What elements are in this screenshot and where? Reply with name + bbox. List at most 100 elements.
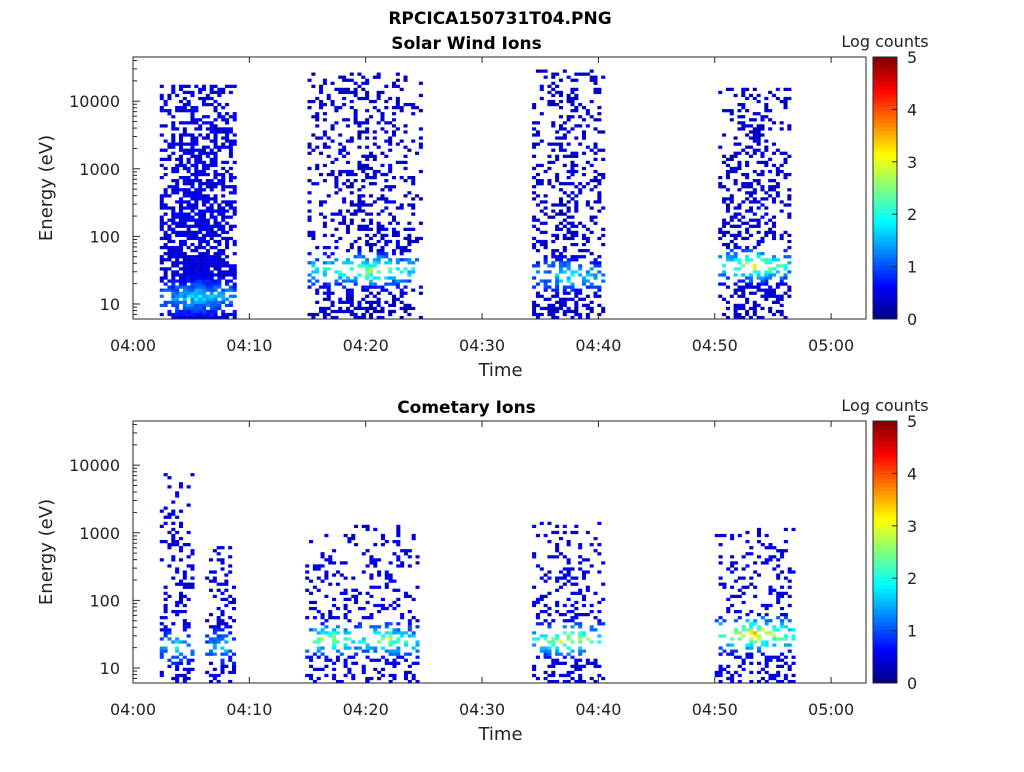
heatmap-cell	[392, 661, 397, 665]
heatmap-cell	[768, 185, 773, 189]
heatmap-cell	[764, 139, 769, 143]
heatmap-cell	[411, 197, 416, 201]
heatmap-cell	[198, 227, 203, 231]
heatmap-cell	[562, 270, 567, 274]
heatmap-cell	[725, 109, 730, 113]
heatmap-cell	[768, 309, 773, 314]
heatmap-cell	[764, 282, 769, 286]
heatmap-cell	[159, 294, 164, 298]
heatmap-cell	[395, 245, 400, 250]
heatmap-cell	[182, 182, 187, 186]
heatmap-cell	[232, 585, 237, 589]
heatmap-cell	[780, 570, 785, 574]
heatmap-cell	[578, 591, 583, 595]
heatmap-cell	[186, 309, 191, 314]
heatmap-cell	[415, 643, 420, 647]
heatmap-cell	[182, 239, 187, 244]
heatmap-cell	[532, 102, 537, 107]
heatmap-cell	[581, 224, 587, 228]
heatmap-cell	[312, 667, 317, 672]
heatmap-cell	[407, 261, 412, 265]
heatmap-cell	[171, 121, 176, 125]
heatmap-cell	[186, 667, 191, 672]
heatmap-cell	[190, 264, 195, 268]
heatmap-cell	[756, 661, 762, 665]
colorbar-segment	[873, 175, 897, 181]
heatmap-cell	[361, 224, 366, 228]
heatmap-cell	[729, 249, 734, 253]
heatmap-cell	[347, 637, 352, 641]
heatmap-cell	[768, 306, 773, 311]
colorbar-segment	[873, 584, 897, 590]
heatmap-cell	[368, 291, 373, 295]
heatmap-cell	[775, 172, 780, 177]
heatmap-cell	[175, 543, 180, 547]
heatmap-cell	[221, 127, 226, 131]
heatmap-cell	[539, 646, 544, 650]
heatmap-cell	[208, 558, 214, 562]
heatmap-cell	[217, 276, 222, 280]
heatmap-cell	[368, 264, 373, 268]
heatmap-cell	[167, 252, 172, 256]
heatmap-cell	[190, 133, 195, 137]
heatmap-cell	[159, 157, 164, 161]
heatmap-cell	[539, 239, 544, 244]
heatmap-cell	[330, 315, 335, 320]
heatmap-cell	[228, 145, 233, 149]
heatmap-cell	[353, 203, 358, 207]
heatmap-cell	[186, 634, 191, 638]
heatmap-cell	[228, 300, 233, 304]
heatmap-cell	[315, 245, 320, 250]
colorbar-segment	[873, 474, 897, 479]
heatmap-cell	[535, 315, 540, 320]
heatmap-cell	[749, 679, 754, 684]
heatmap-cell	[225, 160, 230, 165]
heatmap-cell	[202, 285, 207, 289]
heatmap-cell	[376, 255, 381, 259]
heatmap-cell	[589, 628, 594, 632]
heatmap-cell	[741, 127, 746, 131]
heatmap-cell	[601, 622, 606, 626]
heatmap-cell	[328, 613, 333, 617]
colorbar-segment	[873, 298, 897, 304]
heatmap-cell	[175, 673, 180, 678]
heatmap-cell	[730, 673, 735, 678]
heatmap-cell	[334, 87, 339, 92]
heatmap-cell	[745, 276, 750, 280]
heatmap-cell	[159, 84, 164, 88]
heatmap-cell	[585, 294, 590, 298]
heatmap-cell	[752, 169, 757, 174]
heatmap-cell	[589, 218, 594, 222]
heatmap-cell	[585, 658, 590, 662]
heatmap-cell	[384, 658, 389, 662]
colorbar-segment	[873, 650, 897, 655]
heatmap-cell	[779, 264, 784, 268]
heatmap-cell	[384, 200, 389, 204]
heatmap-cell	[725, 315, 730, 320]
heatmap-cell	[574, 306, 579, 311]
heatmap-cell	[749, 643, 754, 647]
heatmap-cell	[328, 616, 333, 620]
heatmap-cell	[182, 267, 187, 271]
heatmap-cell	[343, 643, 348, 647]
heatmap-cell	[775, 166, 780, 171]
heatmap-cell	[225, 288, 230, 292]
heatmap-cell	[186, 166, 191, 171]
heatmap-cell	[330, 169, 335, 174]
heatmap-cell	[578, 315, 583, 320]
heatmap-cell	[167, 309, 172, 314]
heatmap-cell	[338, 133, 343, 137]
heatmap-cell	[178, 485, 183, 489]
heatmap-cell	[228, 294, 233, 298]
heatmap-cell	[198, 300, 203, 304]
heatmap-cell	[407, 306, 412, 311]
colorbar-segment	[873, 560, 897, 565]
heatmap-cell	[377, 570, 382, 574]
heatmap-cell	[167, 249, 172, 253]
heatmap-cell	[202, 163, 207, 168]
heatmap-cell	[776, 594, 781, 599]
heatmap-cell	[399, 291, 404, 295]
heatmap-cell	[558, 145, 563, 149]
heatmap-cell	[760, 185, 765, 189]
heatmap-cell	[733, 312, 738, 317]
